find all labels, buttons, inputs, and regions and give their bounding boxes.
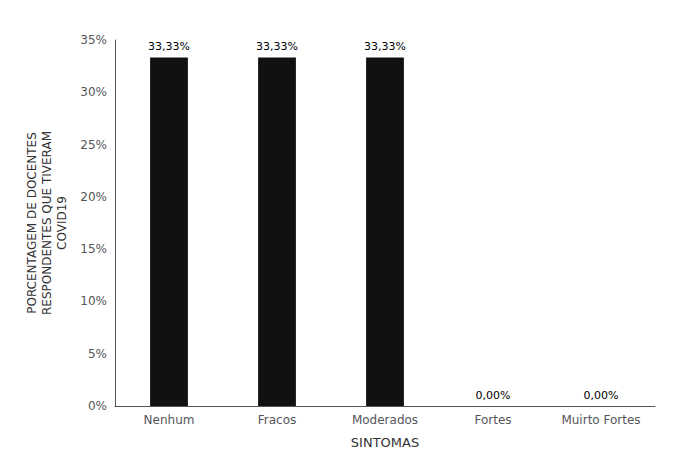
svg-text:0,00%: 0,00%	[584, 389, 619, 402]
svg-text:PORCENTAGEM DE DOCENTES: PORCENTAGEM DE DOCENTES	[25, 132, 39, 314]
svg-text:RESPONDENTES QUE TIVERAM: RESPONDENTES QUE TIVERAM	[40, 131, 54, 315]
svg-text:10%: 10%	[80, 294, 107, 308]
svg-text:20%: 20%	[80, 190, 107, 204]
svg-text:35%: 35%	[80, 33, 107, 47]
svg-text:30%: 30%	[80, 85, 107, 99]
svg-text:SINTOMAS: SINTOMAS	[351, 435, 419, 450]
svg-text:5%: 5%	[88, 347, 107, 361]
svg-text:25%: 25%	[80, 138, 107, 152]
svg-text:15%: 15%	[80, 242, 107, 256]
svg-text:Muirto Fortes: Muirto Fortes	[561, 413, 640, 427]
svg-text:Nenhum: Nenhum	[144, 413, 195, 427]
svg-text:Moderados: Moderados	[352, 413, 418, 427]
svg-text:33,33%: 33,33%	[148, 40, 190, 53]
svg-text:33,33%: 33,33%	[256, 40, 298, 53]
svg-text:0%: 0%	[88, 399, 107, 413]
svg-text:0,00%: 0,00%	[476, 389, 511, 402]
svg-text:COVID19: COVID19	[55, 196, 69, 250]
svg-text:Fortes: Fortes	[474, 413, 511, 427]
svg-text:Fracos: Fracos	[258, 413, 297, 427]
svg-text:33,33%: 33,33%	[364, 40, 406, 53]
